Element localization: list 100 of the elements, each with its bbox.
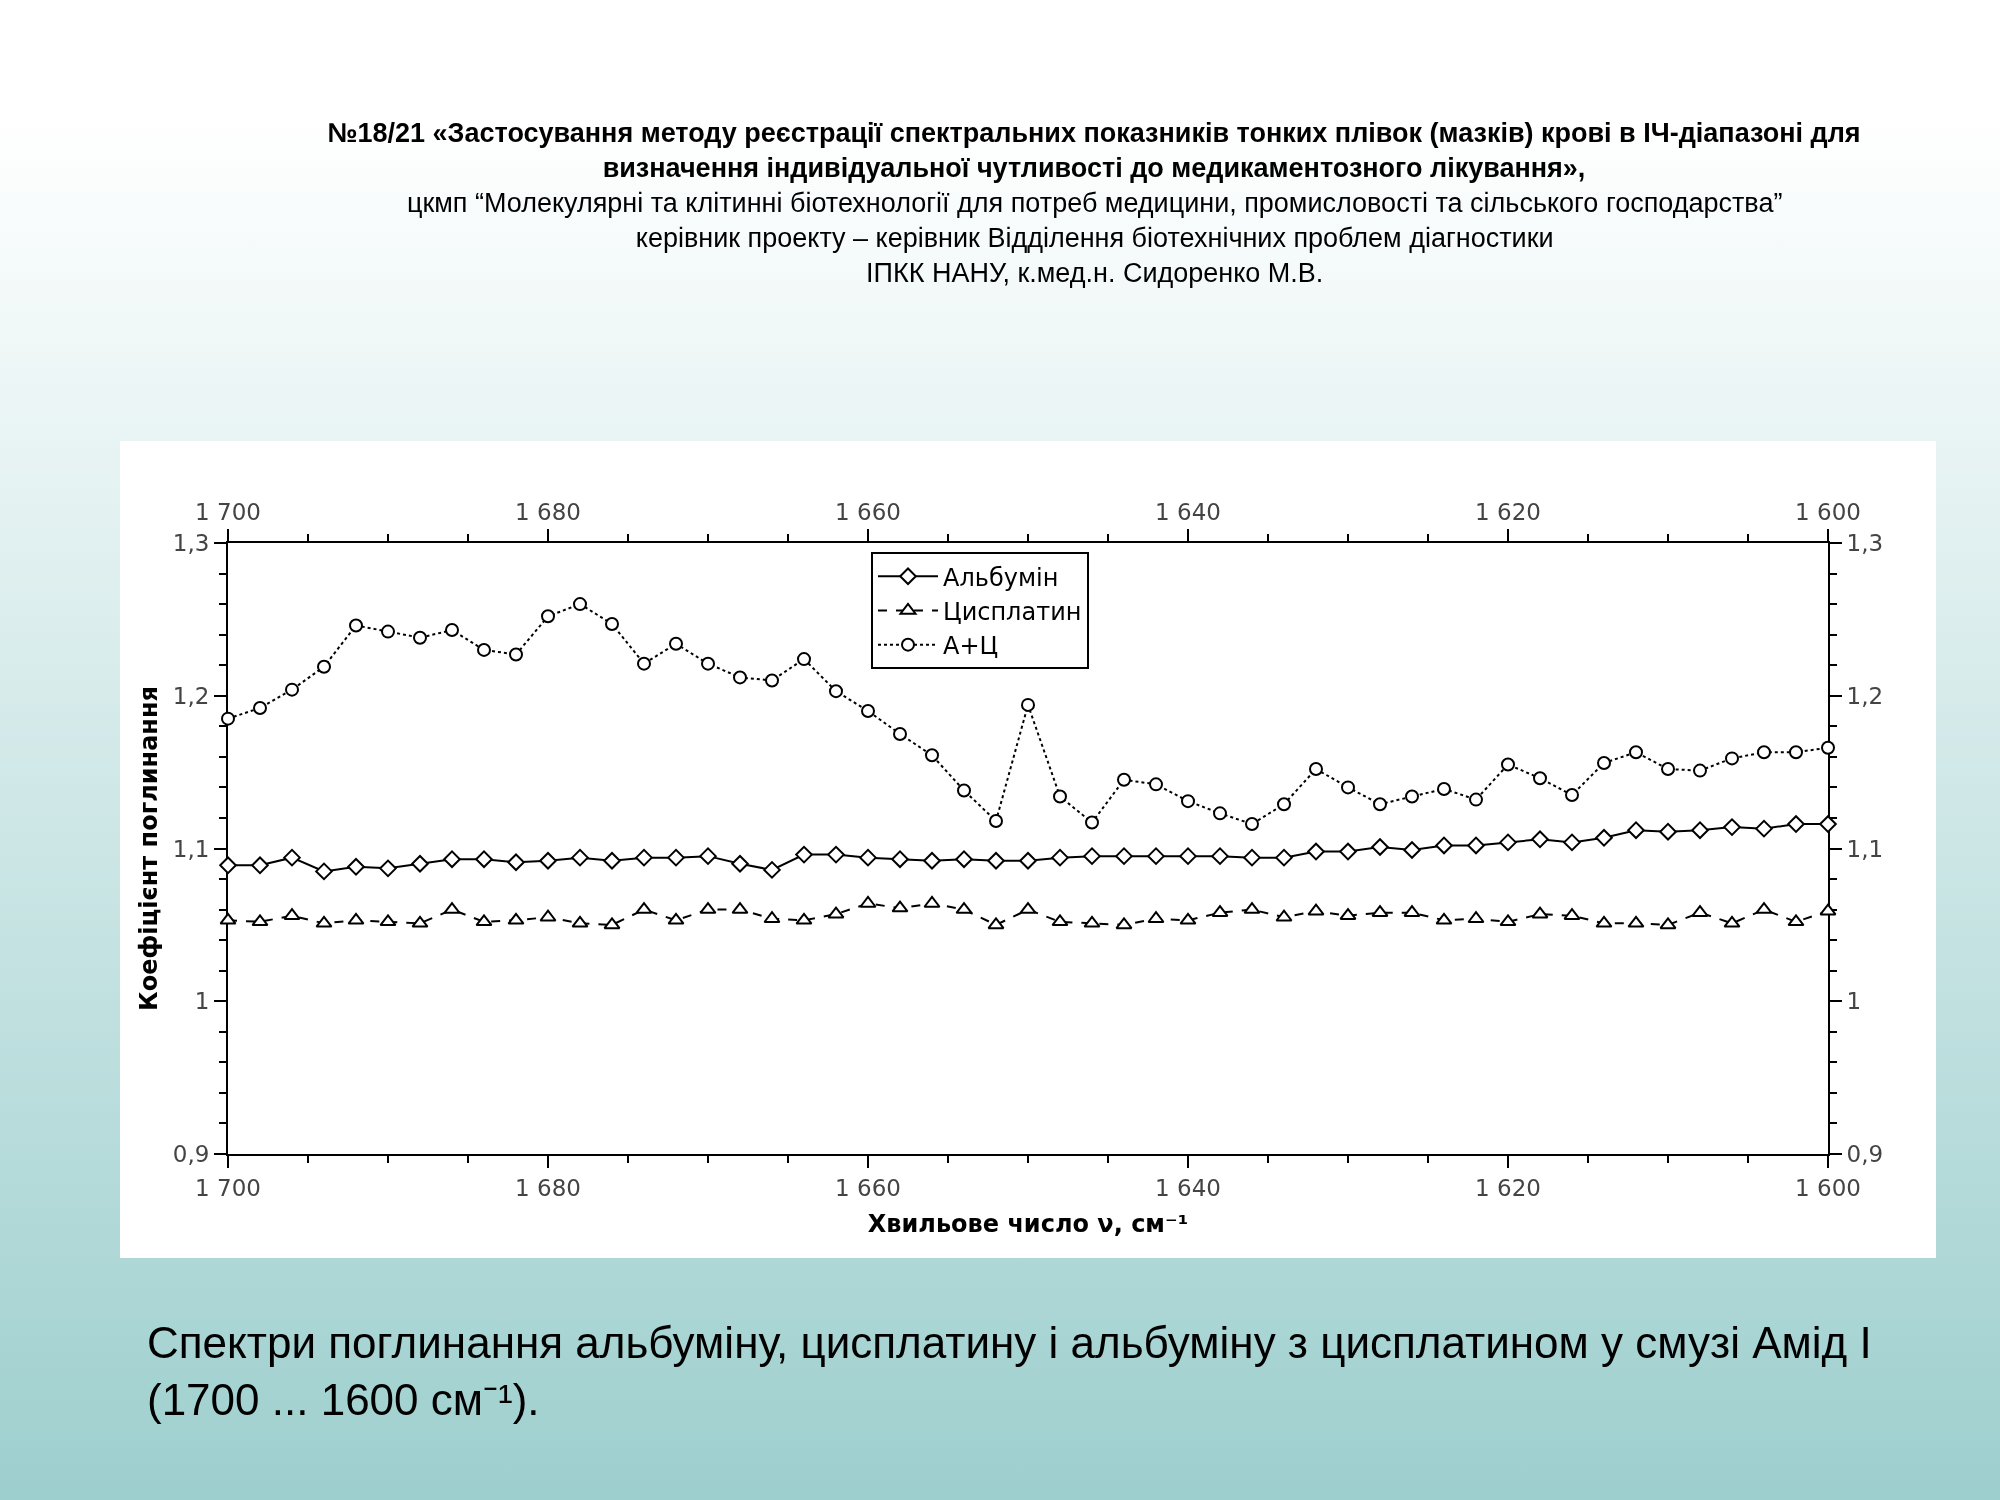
x-tick-label: 1 600 [1795, 498, 1861, 525]
point [859, 895, 877, 908]
point [989, 814, 1003, 828]
point [1341, 780, 1355, 795]
point [1339, 842, 1357, 861]
point [923, 895, 941, 908]
legend-label: Цисплатин [943, 597, 1082, 626]
point [411, 854, 429, 873]
point [539, 851, 557, 870]
point [1245, 817, 1259, 832]
point [1723, 915, 1741, 928]
point [349, 618, 363, 633]
point [1819, 815, 1837, 833]
point [1819, 903, 1837, 916]
point [925, 748, 939, 763]
point [507, 912, 525, 925]
point [1275, 848, 1293, 867]
point [891, 850, 909, 868]
point [1435, 836, 1453, 855]
point [1435, 912, 1453, 925]
point [443, 850, 461, 868]
point [731, 854, 749, 873]
point [669, 636, 683, 651]
point [1501, 757, 1515, 772]
point [347, 912, 365, 925]
point [1181, 794, 1195, 809]
point [763, 911, 781, 924]
point [413, 630, 427, 645]
point [1597, 755, 1611, 770]
point [861, 704, 875, 719]
point [1083, 847, 1101, 865]
point [253, 700, 267, 715]
point [1243, 848, 1261, 867]
point [219, 856, 237, 875]
point [1661, 762, 1675, 777]
point [1117, 772, 1131, 787]
text: Спектри поглинання альбуміну, цисплатину і альбуміну з цисплатином у смузі Амід I (1700 ... 1600 см⁻¹). [147, 1318, 1872, 1425]
point [987, 917, 1005, 930]
point [1277, 797, 1291, 812]
point [765, 673, 779, 688]
point [283, 848, 301, 867]
point [1371, 838, 1389, 856]
point [1275, 909, 1293, 922]
point [955, 850, 973, 868]
point [733, 670, 747, 685]
point [667, 848, 685, 867]
point [1403, 841, 1421, 859]
point [1373, 797, 1387, 812]
point [1787, 914, 1805, 927]
point [1723, 818, 1741, 836]
point [1725, 751, 1739, 766]
x-tick-label: 1 680 [515, 498, 581, 525]
y2-tick-label: 1,2 [1846, 682, 1884, 709]
point [317, 659, 331, 674]
point [1179, 847, 1197, 865]
point [1213, 806, 1227, 821]
point [1787, 815, 1805, 833]
point [1563, 833, 1581, 852]
point [221, 711, 235, 726]
point [893, 726, 907, 741]
point [635, 848, 653, 867]
point [381, 624, 395, 639]
point [1211, 847, 1229, 865]
point [1019, 851, 1037, 870]
point [347, 858, 365, 876]
point [571, 848, 589, 867]
x2-tick-label: 1 620 [1475, 1174, 1541, 1201]
point [315, 915, 333, 928]
point [1115, 847, 1133, 865]
point [1821, 740, 1835, 755]
point [1147, 911, 1165, 924]
point [477, 642, 491, 657]
point [1083, 915, 1101, 928]
point [1147, 847, 1165, 865]
point [1659, 917, 1677, 930]
point [1051, 848, 1069, 867]
point [987, 851, 1005, 870]
y2-tick-label: 1 [1846, 988, 1862, 1015]
point [1051, 914, 1069, 927]
point [1499, 833, 1517, 852]
point [1531, 906, 1549, 919]
point [541, 609, 555, 624]
point [827, 906, 845, 919]
y-tick-label: 0,9 [172, 1141, 210, 1168]
point [1467, 911, 1485, 924]
point [763, 861, 781, 879]
y-tick-label: 1 [194, 988, 210, 1015]
y2-tick-label: 1,3 [1846, 530, 1884, 557]
point [1499, 914, 1517, 927]
point [795, 845, 813, 864]
point [1307, 842, 1325, 861]
point [1469, 792, 1483, 807]
x-tick-label: 1 700 [195, 498, 261, 525]
point [701, 656, 715, 671]
point [605, 616, 619, 631]
point [315, 862, 333, 881]
point [507, 853, 525, 872]
point [1437, 781, 1451, 796]
y-tick-label: 1,2 [172, 682, 210, 709]
x2-tick-label: 1 680 [515, 1174, 581, 1201]
